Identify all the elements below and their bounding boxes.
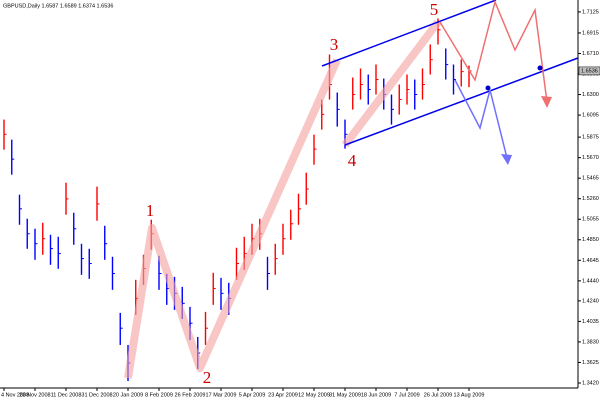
wave-path [124, 58, 341, 379]
channel-line [344, 57, 579, 146]
projection-arrow [439, 0, 548, 103]
arrowhead [541, 96, 552, 108]
last-price-label: 1.6536 [581, 68, 598, 74]
x-tick-label: 5 Apr 2009 [239, 392, 266, 398]
y-tick-label: 1.3420 [582, 380, 599, 386]
wave-label: 4 [348, 151, 357, 170]
y-tick-label: 1.6300 [582, 92, 599, 98]
y-tick-label: 1.6915 [582, 30, 599, 36]
x-tick-label: 23 Nov 2008 [19, 392, 50, 398]
x-tick-label: 31 May 2009 [329, 392, 361, 398]
channel-line [321, 0, 497, 67]
y-tick-label: 1.5670 [582, 155, 599, 161]
x-tick-label: 18 Jun 2009 [361, 392, 391, 398]
y-tick-label: 1.5465 [582, 176, 599, 182]
y-tick-label: 1.5055 [582, 217, 599, 223]
wave-path [341, 19, 442, 148]
x-tick-label: 26 Feb 2009 [175, 392, 206, 398]
x-tick-label: 13 Aug 2009 [454, 392, 485, 398]
x-tick-label: 23 Apr 2009 [268, 392, 298, 398]
wave-label: 2 [203, 368, 212, 387]
marker-dot [485, 85, 491, 91]
x-tick-label: 26 Jul 2009 [424, 392, 452, 398]
y-tick-label: 1.6095 [582, 113, 599, 119]
chart-title: GBPUSD,Daily 1.6587 1.6589 1.6374 1.6536 [3, 3, 113, 9]
last-price-box [578, 66, 600, 76]
x-tick-label: 7 Jul 2009 [394, 392, 419, 398]
y-tick-label: 1.4645 [582, 258, 599, 264]
x-tick-label: 20 Jan 2009 [113, 392, 143, 398]
y-tick-label: 1.5875 [582, 135, 599, 141]
y-tick-label: 1.4035 [582, 319, 599, 325]
wave-label: 5 [430, 0, 439, 19]
x-tick-label: 4 Nov 2008 [1, 392, 29, 398]
y-tick-label: 1.3830 [582, 339, 599, 345]
y-tick-label: 1.4440 [582, 278, 599, 284]
x-tick-label: 31 Dec 2008 [81, 392, 112, 398]
projection-arrow [454, 79, 508, 159]
y-tick-label: 1.5260 [582, 196, 599, 202]
wave-label: 1 [146, 201, 155, 220]
overlays [124, 0, 579, 379]
y-tick-label: 1.4240 [582, 298, 599, 304]
x-tick-label: 11 Dec 2008 [51, 392, 82, 398]
x-tick-label: 8 Feb 2009 [145, 392, 173, 398]
x-tick-label: 12 May 2009 [298, 392, 330, 398]
y-tick-label: 1.7125 [582, 9, 599, 15]
x-tick-label: 17 Mar 2009 [206, 392, 237, 398]
marker-dot [537, 65, 543, 71]
wave-label: 3 [330, 35, 339, 54]
y-tick-label: 1.4850 [582, 237, 599, 243]
arrowhead [501, 154, 512, 165]
y-tick-label: 1.6710 [582, 51, 599, 57]
y-tick-label: 1.3625 [582, 360, 599, 366]
